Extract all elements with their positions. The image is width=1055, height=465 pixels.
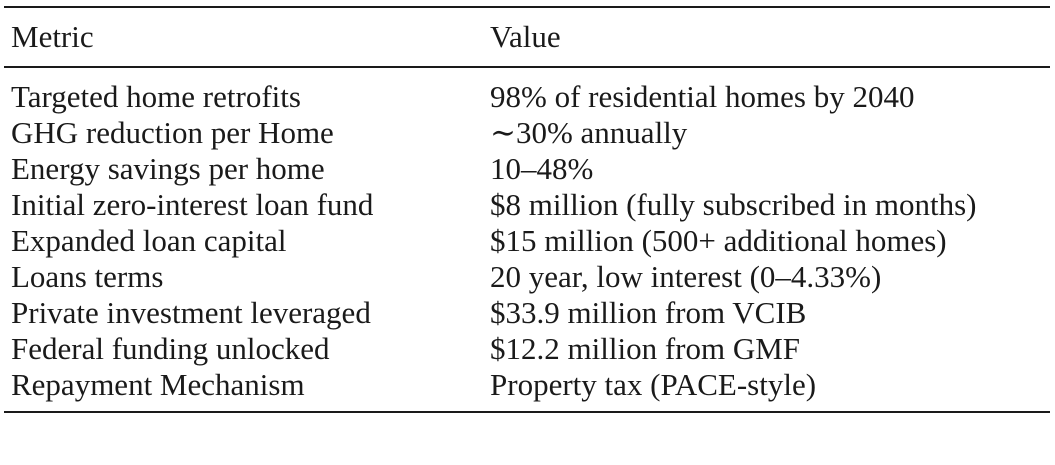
row-metric: Targeted home retrofits [11,78,301,114]
table-row: Energy savings per home 10–48% [4,151,1050,187]
row-metric: Private investment leveraged [11,294,371,330]
row-metric: Federal funding unlocked [11,330,330,366]
table-row: Initial zero-interest loan fund $8 milli… [4,187,1050,223]
row-metric: GHG reduction per Home [11,114,334,150]
row-value: $12.2 million from GMF [490,330,801,366]
row-metric: Initial zero-interest loan fund [11,186,374,222]
table-bottom-rule [4,410,1050,413]
row-metric: Repayment Mechanism [11,366,305,402]
table-row: Federal funding unlocked $12.2 million f… [4,331,1050,367]
table-row: Expanded loan capital $15 million (500+ … [4,223,1050,259]
table-header-rule [4,66,1050,68]
row-value: $15 million (500+ additional homes) [490,222,947,258]
metrics-table: Metric Value Targeted home retrofits 98%… [4,6,1050,413]
table-row: Repayment Mechanism Property tax (PACE-s… [4,367,1050,403]
row-metric: Expanded loan capital [11,222,287,258]
table-row: Targeted home retrofits 98% of residenti… [4,79,1050,115]
row-value: $8 million (fully subscribed in months) [490,186,977,222]
table-header-row: Metric Value [4,8,1050,66]
table-body: Targeted home retrofits 98% of residenti… [4,68,1050,411]
row-metric: Loans terms [11,258,164,294]
table-top-rule [4,6,1050,8]
table-row: Loans terms 20 year, low interest (0–4.3… [4,259,1050,295]
table-row: GHG reduction per Home ∼30% annually [4,115,1050,151]
header-metric: Metric [11,19,94,54]
row-value: 10–48% [490,150,594,186]
row-metric: Energy savings per home [11,150,325,186]
row-value: 98% of residential homes by 2040 [490,78,915,114]
row-value: Property tax (PACE-style) [490,366,817,402]
row-value: 20 year, low interest (0–4.33%) [490,258,882,294]
row-value: $33.9 million from VCIB [490,294,807,330]
table-row: Private investment leveraged $33.9 milli… [4,295,1050,331]
row-value: ∼30% annually [490,114,688,150]
header-value: Value [490,19,561,54]
